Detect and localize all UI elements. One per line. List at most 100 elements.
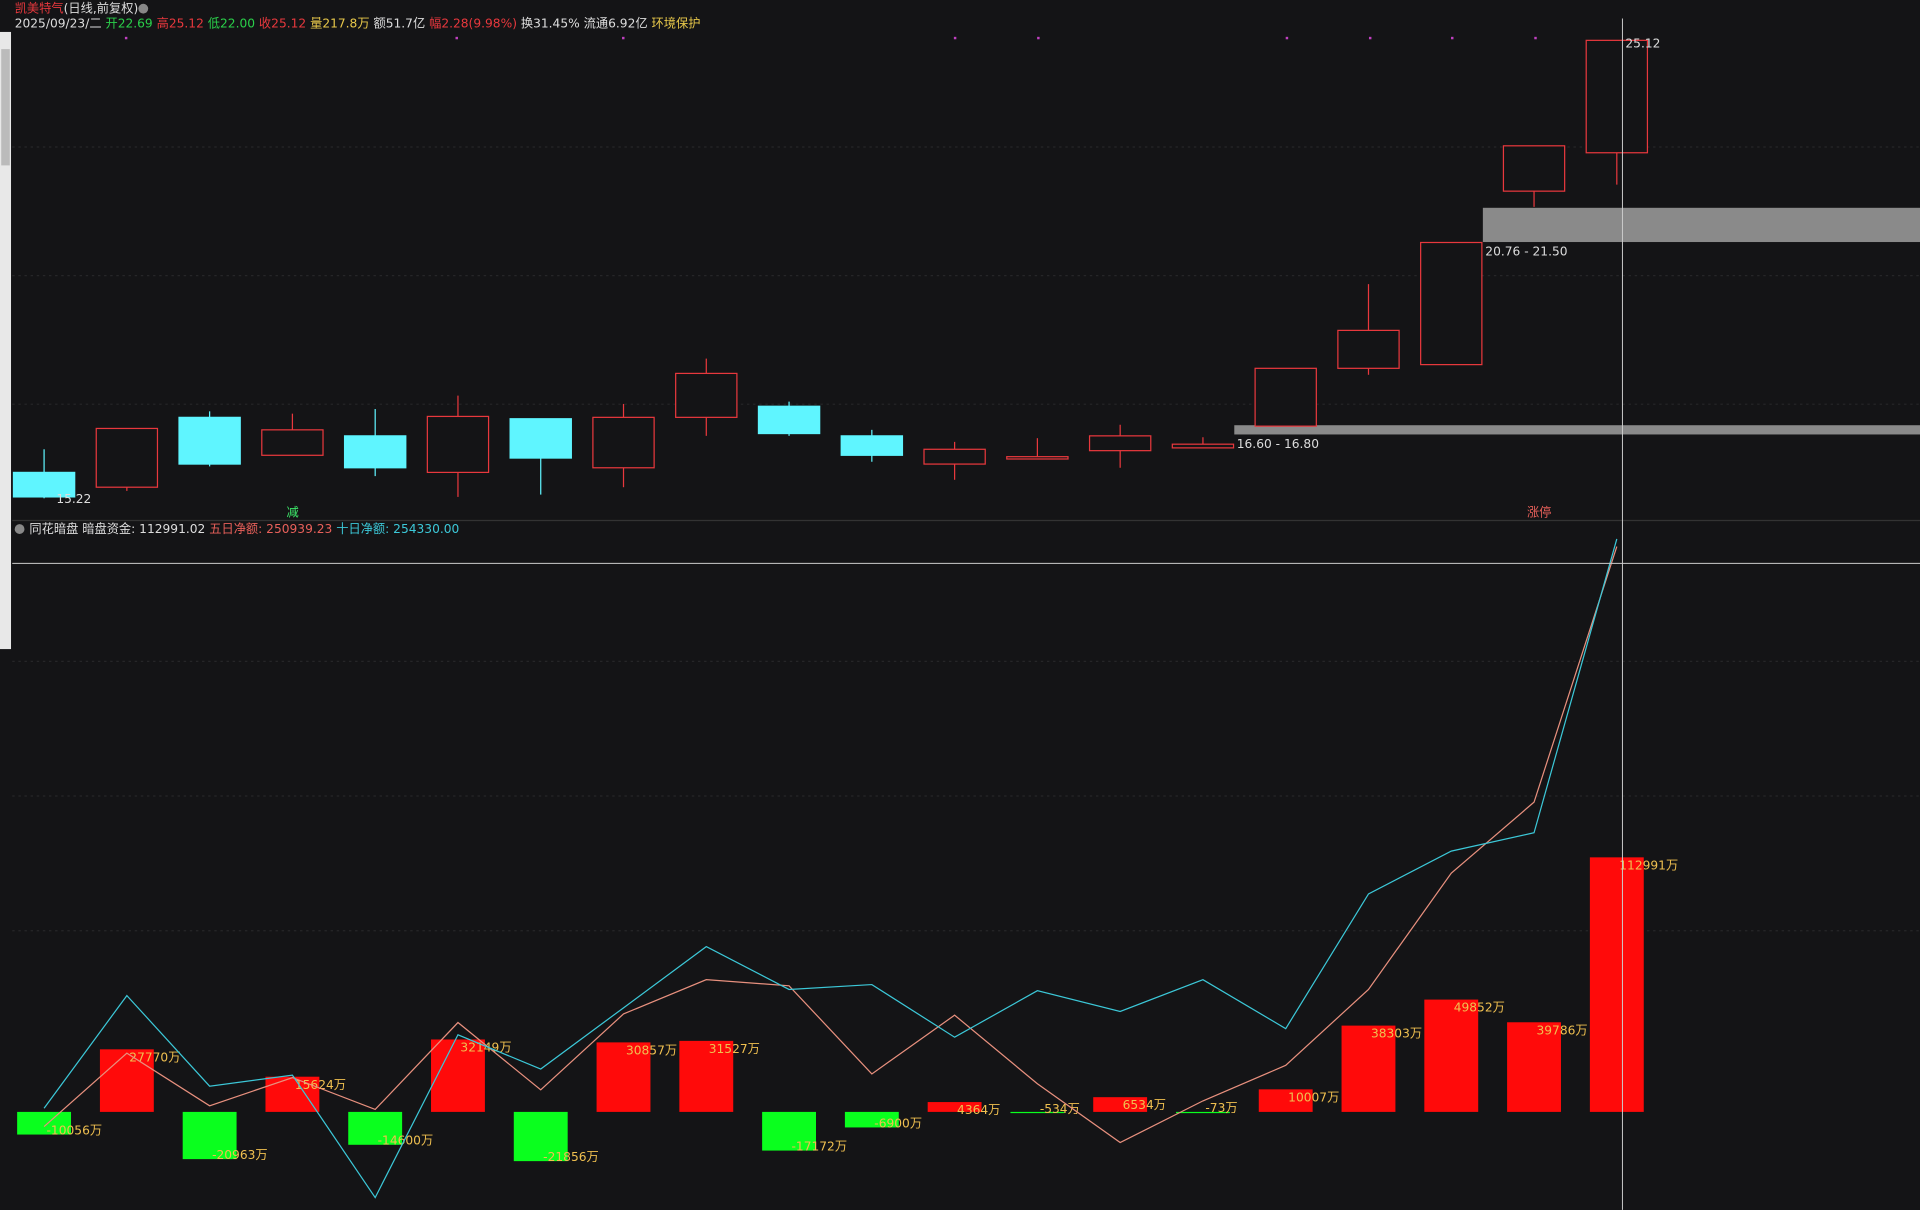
bar-label: 15624万 <box>295 1078 346 1092</box>
indicator-value: 五日净额: 250939.23 <box>209 522 332 536</box>
bar-label: 30857万 <box>626 1043 677 1057</box>
bar-label: 31527万 <box>709 1042 760 1056</box>
dot <box>1285 36 1289 40</box>
open: 开22.69 <box>105 16 152 30</box>
header-quote: 2025/09/23/二 开22.69 高25.12 低22.00 收25.12… <box>15 15 701 30</box>
bar <box>1093 1097 1148 1112</box>
candle-body <box>261 429 324 456</box>
candle-body <box>1171 443 1235 449</box>
candle-body <box>343 435 407 469</box>
zone-label: 20.76 - 21.50 <box>1485 244 1567 258</box>
indicator-title: 同花暗盘 <box>29 521 78 536</box>
bar-label: -534万 <box>1040 1102 1080 1116</box>
dot <box>1451 36 1454 40</box>
indicator-header: 同花暗盘 暗盘资金: 112991.02 五日净额: 250939.23 十日净… <box>29 521 459 536</box>
menu-icon[interactable] <box>138 3 149 14</box>
bar <box>1176 1111 1230 1114</box>
bar-label: 49852万 <box>1454 1001 1505 1015</box>
candle-body <box>840 435 904 456</box>
amount: 额51.7亿 <box>373 15 425 30</box>
bar <box>1424 999 1479 1112</box>
dot <box>622 36 625 40</box>
bar <box>679 1040 734 1112</box>
header-title: 凯美特气(日线,前复权) <box>15 0 139 15</box>
candle-body <box>923 448 986 465</box>
float: 流通6.92亿 <box>584 15 648 30</box>
bar-label: -20963万 <box>212 1148 268 1162</box>
bar <box>1258 1089 1313 1112</box>
scrollbar[interactable] <box>0 31 12 650</box>
bar <box>348 1111 403 1145</box>
bar <box>17 1111 72 1135</box>
dot <box>455 36 458 40</box>
bar-label: -10056万 <box>47 1123 103 1137</box>
indicator-value: 暗盘资金: 112991.02 <box>82 521 205 536</box>
bar-label: -6900万 <box>874 1116 922 1130</box>
date: 2025/09/23/二 <box>15 16 102 30</box>
menu-icon[interactable] <box>14 524 25 534</box>
bar-label: 6534万 <box>1123 1098 1166 1112</box>
bar-label: -14600万 <box>378 1134 434 1148</box>
change: 幅2.28(9.98%) <box>429 15 517 30</box>
net-line <box>43 546 1618 1144</box>
min-label: 15.22 <box>56 492 91 506</box>
zone-label: 16.60 - 16.80 <box>1237 437 1319 451</box>
candle-body <box>509 418 572 459</box>
bar <box>1507 1022 1561 1112</box>
dot <box>1368 36 1372 40</box>
bar <box>927 1102 982 1112</box>
bar <box>265 1076 320 1112</box>
bar-label: 38303万 <box>1371 1027 1422 1041</box>
scroll-thumb[interactable] <box>1 49 10 166</box>
net-line <box>43 538 1618 1199</box>
bar <box>1341 1025 1396 1112</box>
dot <box>1037 36 1040 40</box>
candle-body <box>12 471 76 498</box>
signal: 减 <box>287 506 299 520</box>
bar <box>844 1111 899 1128</box>
turnover: 换31.45% <box>521 16 580 30</box>
high: 高25.12 <box>157 15 204 30</box>
bar <box>431 1039 485 1112</box>
bar <box>182 1111 237 1160</box>
volume: 量217.8万 <box>310 16 369 30</box>
bar <box>99 1049 154 1112</box>
candle-body <box>1502 145 1566 192</box>
bar-label: 32149万 <box>460 1041 511 1055</box>
bar <box>1589 857 1644 1112</box>
dot <box>1534 36 1537 40</box>
candle-body <box>426 415 490 474</box>
dot <box>124 36 128 40</box>
stock-mode: (日线,前复权) <box>64 0 139 15</box>
candle-body <box>592 416 655 469</box>
bar-label: 10007万 <box>1288 1090 1339 1104</box>
candle-body <box>757 405 821 435</box>
candle-body <box>1088 435 1152 452</box>
bar-label: 112991万 <box>1619 858 1678 872</box>
sector: 环境保护 <box>651 15 700 30</box>
candle-body <box>1585 39 1649 154</box>
dot <box>953 36 957 40</box>
bar-label: 4364万 <box>957 1103 1000 1117</box>
candle-body <box>1337 329 1400 369</box>
bar <box>762 1111 816 1151</box>
bar-label: 27770万 <box>129 1050 180 1064</box>
stock-name: 凯美特气 <box>15 0 64 15</box>
bar-label: 39786万 <box>1536 1023 1587 1037</box>
low: 低22.00 <box>208 16 255 30</box>
max-label: 25.12 <box>1625 37 1660 51</box>
candle-body <box>1254 367 1317 427</box>
candle-body <box>95 427 159 488</box>
candle-body <box>1420 241 1483 366</box>
candle-body <box>1006 456 1069 460</box>
bar <box>1010 1111 1065 1114</box>
price-zone <box>1234 425 1920 435</box>
price-zone <box>1482 207 1920 243</box>
bar <box>513 1111 568 1162</box>
bar-label: -17172万 <box>792 1139 848 1153</box>
bar-label: -21856万 <box>543 1150 599 1164</box>
bar-label: -73万 <box>1205 1101 1237 1115</box>
top-dots <box>124 36 1537 40</box>
